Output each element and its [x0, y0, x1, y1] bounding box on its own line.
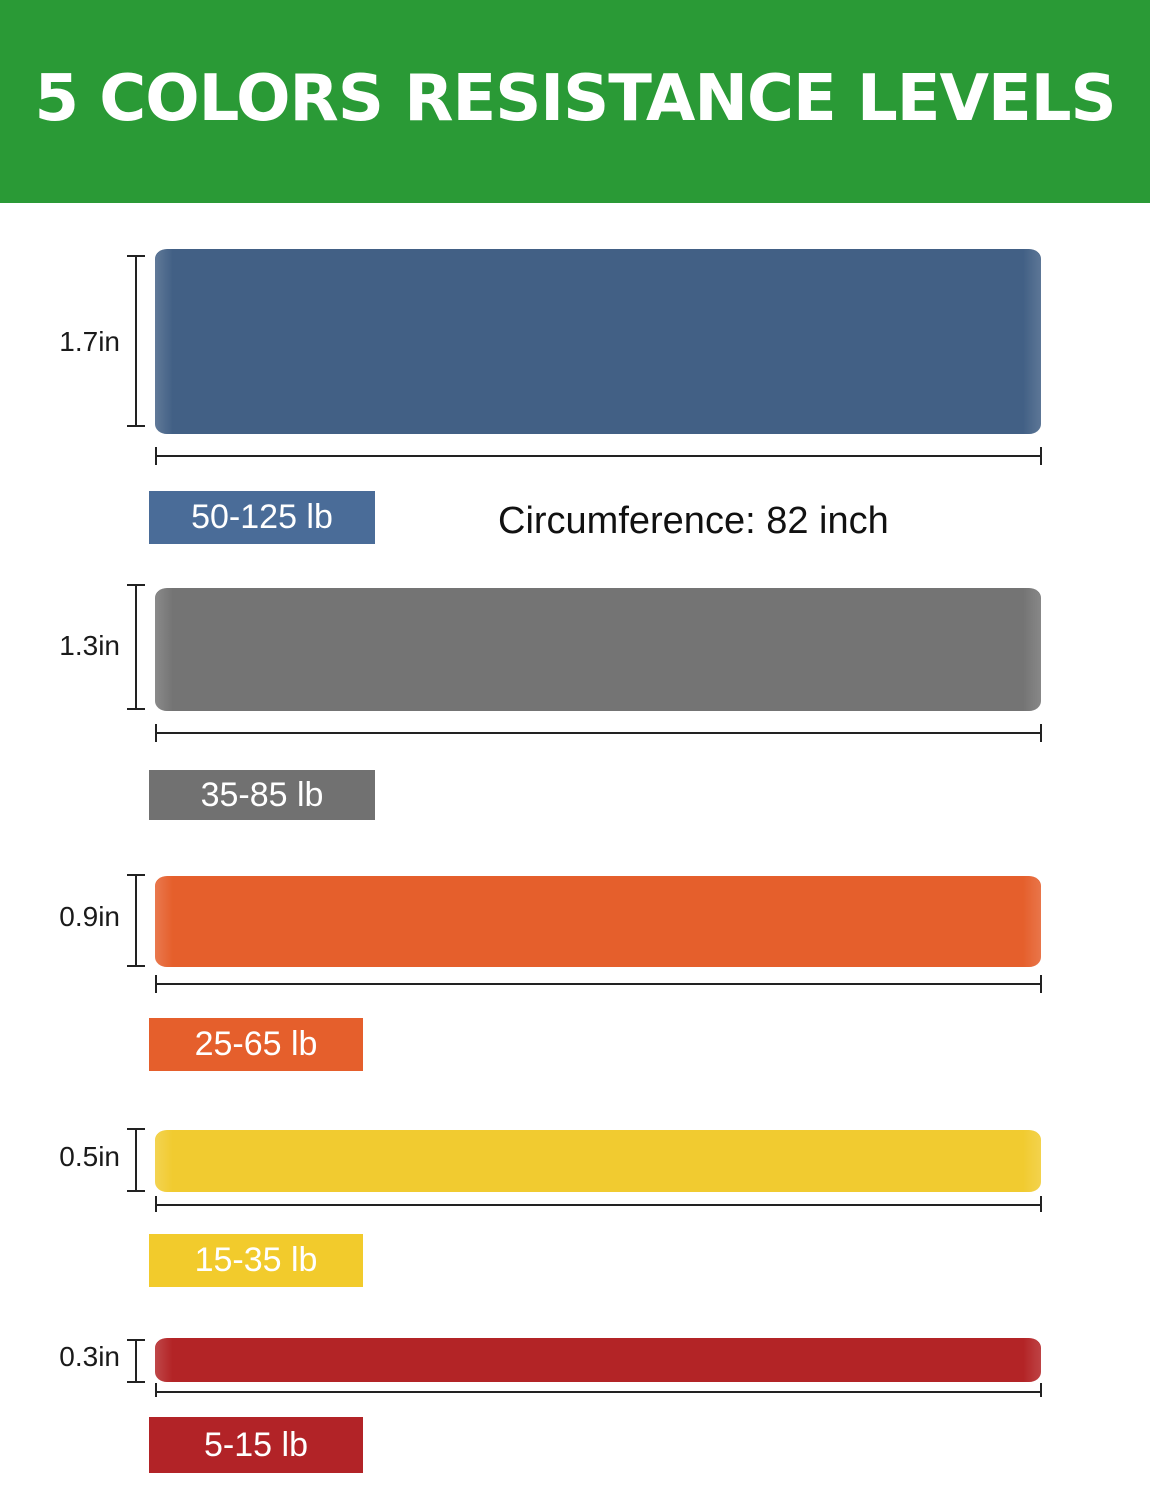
width-dimension-orange [127, 874, 145, 967]
length-dimension-orange [155, 975, 1042, 993]
width-label-orange: 0.9in [59, 901, 120, 932]
resistance-label-blue: 50-125 lb [149, 491, 375, 544]
length-dimension-yellow [155, 1196, 1042, 1212]
band-orange [155, 876, 1041, 967]
width-label-gray: 1.3in [59, 630, 120, 661]
resistance-label-red: 5-15 lb [149, 1417, 363, 1473]
length-dimension-blue [155, 447, 1042, 465]
width-dimension-red [127, 1339, 145, 1383]
length-dimension-red [155, 1383, 1042, 1397]
header-title: 5 COLORS RESISTANCE LEVELS [34, 61, 1116, 136]
band-red [155, 1338, 1041, 1382]
resistance-label-yellow: 15-35 lb [149, 1234, 363, 1287]
width-dimension-yellow [127, 1128, 145, 1192]
circumference-label: Circumference: 82 inch [498, 500, 889, 542]
band-yellow [155, 1130, 1041, 1192]
resistance-label-orange: 25-65 lb [149, 1018, 363, 1071]
band-gray [155, 588, 1041, 711]
band-blue [155, 249, 1041, 434]
width-dimension-blue [127, 255, 145, 427]
width-label-yellow: 0.5in [59, 1141, 120, 1172]
length-dimension-gray [155, 724, 1042, 742]
width-label-red: 0.3in [59, 1341, 120, 1372]
width-dimension-gray [127, 584, 145, 710]
width-label-blue: 1.7in [59, 326, 120, 357]
header-banner: 5 COLORS RESISTANCE LEVELS [0, 0, 1150, 203]
resistance-label-gray: 35-85 lb [149, 770, 375, 820]
